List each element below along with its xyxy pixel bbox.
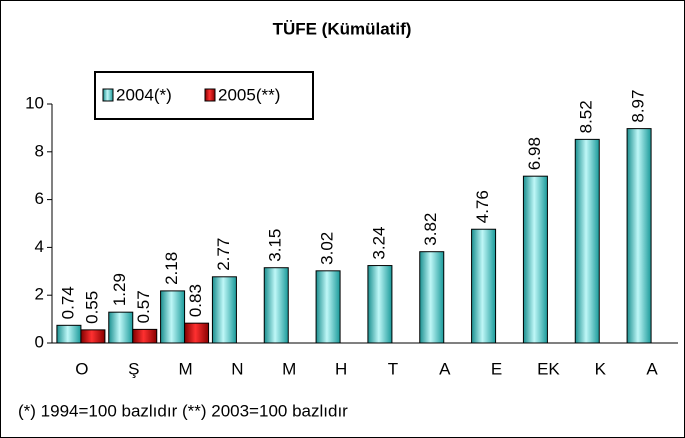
value-label: 3.15	[266, 229, 285, 262]
x-tick-label: A	[439, 359, 451, 378]
bar	[471, 228, 497, 344]
value-label: 0.74	[58, 286, 77, 319]
x-tick-label: K	[595, 359, 607, 378]
y-tick-label: 2	[35, 285, 44, 304]
legend-label: 2004(*)	[116, 85, 172, 104]
value-label: 4.76	[473, 190, 492, 223]
y-tick-label: 6	[35, 189, 44, 208]
x-tick-label: EK	[537, 359, 560, 378]
bar	[132, 328, 158, 344]
value-label: 3.02	[318, 232, 337, 265]
bar	[522, 175, 548, 344]
legend-swatch	[102, 88, 114, 102]
bar	[80, 329, 106, 344]
x-tick-label: T	[388, 359, 398, 378]
x-tick-label: H	[335, 359, 347, 378]
x-tick-label: O	[75, 359, 88, 378]
y-tick-label: 0	[35, 332, 44, 351]
y-tick-label: 8	[35, 141, 44, 160]
footnote: (*) 1994=100 bazlıdır (**) 2003=100 bazl…	[18, 401, 348, 420]
bar	[211, 276, 237, 344]
bar	[160, 290, 186, 344]
bar	[574, 138, 600, 344]
x-tick-label: M	[178, 359, 192, 378]
chart-title: TÜFE (Kümülatif)	[273, 19, 412, 38]
bar	[315, 270, 341, 344]
x-tick-label: M	[282, 359, 296, 378]
value-label: 8.97	[629, 90, 648, 123]
value-label: 2.18	[162, 252, 181, 285]
y-tick-label: 4	[35, 237, 44, 256]
value-label: 6.98	[525, 137, 544, 170]
legend-box	[94, 71, 314, 120]
x-tick-label: N	[231, 359, 243, 378]
x-tick-label: Ş	[128, 359, 139, 378]
value-label: 3.82	[421, 213, 440, 246]
value-label: 1.29	[110, 273, 129, 306]
value-label: 0.57	[134, 290, 153, 323]
value-label: 8.52	[577, 100, 596, 133]
bar	[263, 267, 289, 344]
bar	[367, 265, 393, 344]
y-tick-label: 10	[25, 93, 44, 112]
value-label: 0.55	[82, 291, 101, 324]
bar	[108, 311, 134, 344]
bar	[56, 324, 82, 344]
bar	[419, 251, 445, 344]
legend-label: 2005(**)	[218, 85, 280, 104]
bar	[184, 322, 210, 344]
x-tick-label: A	[646, 359, 658, 378]
value-label: 3.24	[369, 226, 388, 259]
legend-swatch	[204, 88, 216, 102]
value-label: 2.77	[214, 238, 233, 271]
value-label: 0.83	[186, 284, 205, 317]
bar	[626, 128, 652, 344]
x-tick-label: E	[491, 359, 502, 378]
